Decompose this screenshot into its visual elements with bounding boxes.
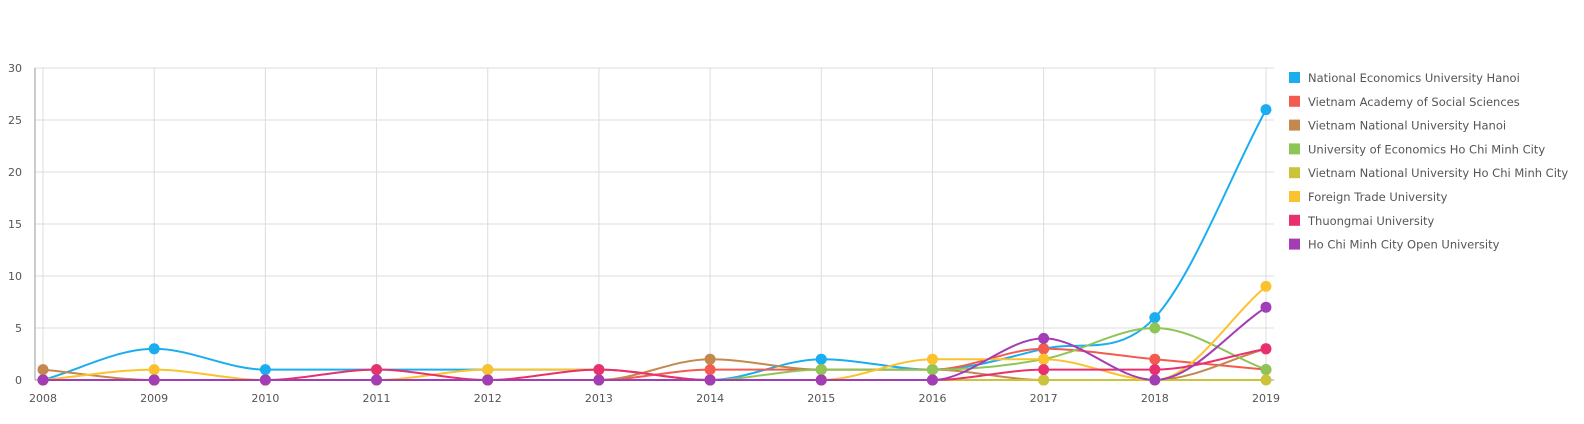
grid-layer [35,67,1274,381]
legend-item[interactable]: Thuongmai University [1289,214,1435,228]
legend-swatch [1289,238,1300,250]
data-point[interactable] [148,374,160,386]
data-point[interactable] [926,364,938,376]
series-layer [37,104,1272,386]
data-point[interactable] [704,364,716,376]
legend-label: Foreign Trade University [1308,190,1448,204]
legend-item[interactable]: National Economics University Hanoi [1289,71,1520,85]
data-point[interactable] [815,374,827,386]
y-tick-label: 0 [15,374,22,387]
data-point[interactable] [37,374,49,386]
data-point[interactable] [259,374,271,386]
data-point[interactable] [926,353,938,365]
series-line[interactable] [42,306,1267,382]
data-point[interactable] [593,374,605,386]
y-tick-label: 30 [8,62,22,75]
x-tick-label: 2010 [251,392,279,405]
legend-item[interactable]: Vietnam Academy of Social Sciences [1289,95,1520,109]
legend-swatch [1289,72,1300,83]
y-tick-label: 10 [8,270,22,283]
data-point[interactable] [1038,332,1050,344]
legend-label: Ho Chi Minh City Open University [1308,238,1500,252]
data-point[interactable] [704,374,716,386]
legend-swatch [1289,95,1300,107]
series-line[interactable] [42,326,1267,382]
legend-label: University of Economics Ho Chi Minh City [1308,142,1545,156]
data-point[interactable] [1260,343,1272,355]
data-point[interactable] [1149,312,1161,324]
data-point[interactable] [593,364,605,376]
data-point[interactable] [148,343,160,355]
data-point[interactable] [371,364,383,376]
data-point[interactable] [148,364,160,376]
data-point[interactable] [482,364,494,376]
legend[interactable]: National Economics University Hanoi Vietn… [1289,71,1568,252]
legend-label: National Economics University Hanoi [1308,71,1520,85]
legend-item[interactable]: Vietnam National University Hanoi [1289,119,1506,133]
x-tick-label: 2008 [29,392,57,405]
x-tick-label: 2016 [918,392,946,405]
legend-item[interactable]: Ho Chi Minh City Open University [1289,238,1500,252]
x-tick-label: 2011 [363,392,391,405]
legend-item[interactable]: Foreign Trade University [1289,190,1448,204]
data-point[interactable] [1038,353,1050,365]
legend-item[interactable]: Vietnam National University Ho Chi Minh … [1289,166,1568,180]
x-tick-label: 2014 [696,392,724,405]
data-point[interactable] [926,374,938,386]
x-tick-label: 2017 [1030,392,1058,405]
legend-swatch [1289,167,1300,179]
legend-label: Thuongmai University [1307,214,1435,228]
legend-swatch [1289,214,1300,226]
data-point[interactable] [815,364,827,376]
data-point[interactable] [259,364,271,376]
y-tick-label: 20 [8,166,22,179]
legend-label: Vietnam National University Hanoi [1308,119,1506,133]
data-point[interactable] [1260,364,1272,376]
legend-swatch [1289,191,1300,202]
legend-item[interactable]: University of Economics Ho Chi Minh City [1289,142,1545,156]
legend-label: Vietnam Academy of Social Sciences [1308,95,1520,109]
data-point[interactable] [704,353,716,365]
data-point[interactable] [1260,280,1272,292]
data-point[interactable] [1149,364,1161,376]
x-tick-label: 2009 [140,392,168,405]
x-tick-label: 2015 [807,392,835,405]
data-point[interactable] [1260,104,1272,116]
data-point[interactable] [1149,374,1161,386]
data-point[interactable] [1038,374,1050,386]
data-point[interactable] [37,364,49,376]
data-point[interactable] [1260,301,1272,313]
x-tick-label: 2013 [585,392,613,405]
legend-swatch [1289,143,1300,155]
legend-label: Vietnam National University Ho Chi Minh … [1308,166,1568,180]
y-tick-label: 15 [8,218,22,231]
x-tick-label: 2019 [1252,392,1280,405]
y-tick-label: 25 [8,114,22,127]
data-point[interactable] [1038,364,1050,376]
series-line[interactable] [42,285,1267,382]
data-point[interactable] [482,374,494,386]
data-point[interactable] [1149,353,1161,365]
y-tick-label: 5 [15,322,22,335]
series-line[interactable] [42,109,1267,382]
legend-swatch [1289,119,1300,131]
data-point[interactable] [1149,322,1161,334]
x-tick-label: 2012 [474,392,502,405]
data-point[interactable] [1260,374,1272,386]
data-point[interactable] [1038,343,1050,355]
data-point[interactable] [371,374,383,386]
data-point[interactable] [815,353,827,365]
x-tick-label: 2018 [1141,392,1169,405]
